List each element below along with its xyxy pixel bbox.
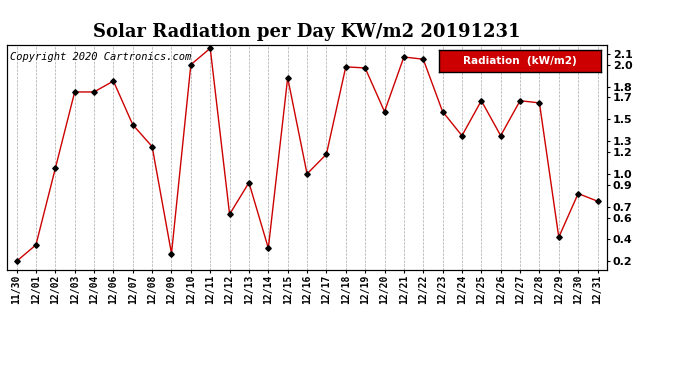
Text: Copyright 2020 Cartronics.com: Copyright 2020 Cartronics.com (10, 52, 191, 62)
Title: Solar Radiation per Day KW/m2 20191231: Solar Radiation per Day KW/m2 20191231 (93, 22, 521, 40)
